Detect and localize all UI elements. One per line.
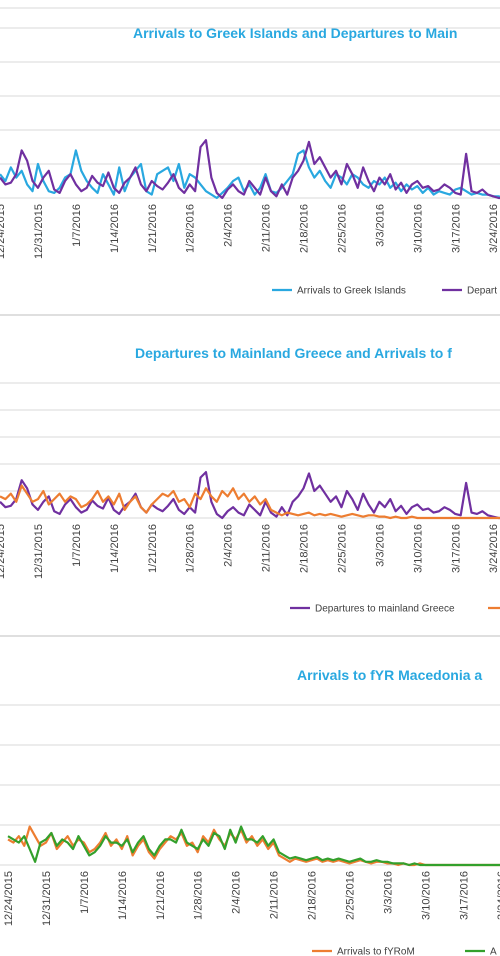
x-tick-label: 12/31/2015 [33,204,45,259]
x-tick-label: 12/31/2015 [41,871,53,926]
series-line [0,149,500,200]
legend-label: Arrivals to Greek Islands [297,286,406,297]
x-tick-label: 1/14/2016 [117,871,129,920]
x-tick-label: 2/25/2016 [336,524,348,573]
x-tick-label: 3/3/2016 [374,524,386,567]
x-tick-label: 1/14/2016 [109,204,121,253]
x-tick-label: 3/10/2016 [420,871,432,920]
x-tick-label: 1/28/2016 [185,204,197,253]
x-tick-label: 12/24/2015 [3,871,15,926]
x-tick-label: 3/3/2016 [382,871,394,914]
legend-label: Depart [467,286,497,297]
x-tick-label: 1/7/2016 [71,204,83,247]
x-tick-label: 3/24/2016 [488,524,500,573]
series-line [0,484,500,520]
chart-title: Arrivals to Greek Islands and Departures… [133,25,457,41]
series-line [0,471,500,520]
x-tick-label: 2/18/2016 [299,204,311,253]
x-tick-label: 1/28/2016 [185,524,197,573]
x-tick-label: 3/17/2016 [450,204,462,253]
x-tick-label: 12/24/2015 [0,204,7,259]
x-tick-label: 3/24/2016 [488,204,500,253]
x-tick-label: 1/21/2016 [147,524,159,573]
x-tick-label: 3/24/2016 [496,871,500,920]
x-tick-label: 2/18/2016 [307,871,319,920]
x-tick-label: 1/21/2016 [155,871,167,920]
x-tick-label: 2/25/2016 [344,871,356,920]
x-tick-label: 2/4/2016 [223,524,235,567]
x-tick-label: 3/17/2016 [458,871,470,920]
x-tick-label: 1/7/2016 [79,871,91,914]
chart-title: Arrivals to fYR Macedonia a [297,667,482,683]
x-tick-label: 2/11/2016 [261,204,273,252]
x-tick-label: 1/14/2016 [109,524,121,573]
series-line [7,825,500,867]
series-line [0,139,500,200]
x-tick-label: 2/18/2016 [299,524,311,573]
x-tick-label: 2/25/2016 [336,204,348,253]
x-tick-label: 12/24/2015 [0,524,7,579]
legend-label: Arrivals to fYRoM [337,947,415,956]
x-tick-label: 3/17/2016 [450,524,462,573]
x-tick-label: 1/7/2016 [71,524,83,567]
x-tick-label: 3/10/2016 [412,524,424,573]
x-tick-label: 2/11/2016 [261,524,273,572]
x-tick-label: 1/21/2016 [147,204,159,253]
x-tick-label: 3/3/2016 [374,204,386,247]
legend-label: A [490,947,497,956]
chart-title: Departures to Mainland Greece and Arriva… [135,345,452,361]
x-tick-label: 3/10/2016 [412,204,424,253]
legend-label: Departures to mainland Greece [315,604,455,615]
x-tick-label: 2/4/2016 [223,204,235,247]
x-tick-label: 12/31/2015 [33,524,45,579]
x-tick-label: 1/28/2016 [193,871,205,920]
x-tick-label: 2/4/2016 [231,871,243,914]
x-tick-label: 2/11/2016 [269,871,281,919]
